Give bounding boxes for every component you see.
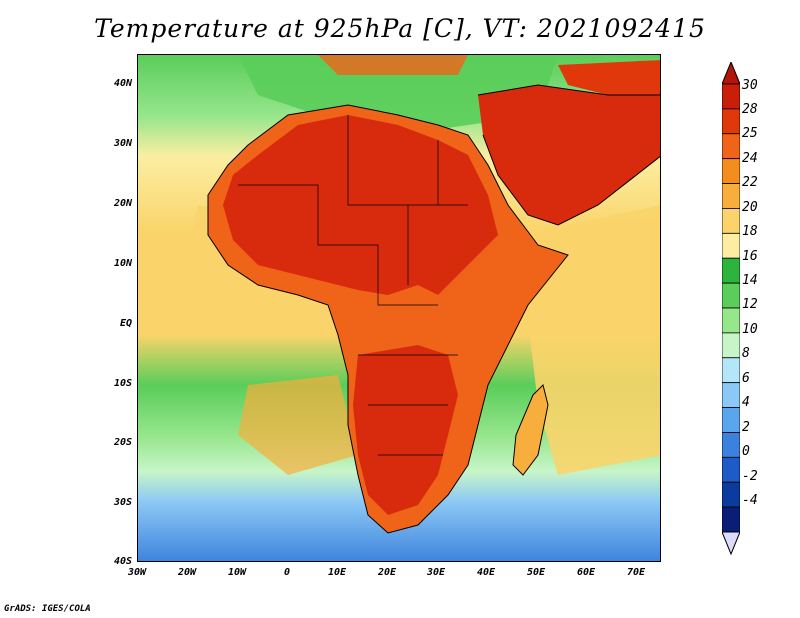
colorbar-box bbox=[722, 432, 740, 458]
cb-label-8: 8 bbox=[742, 346, 750, 361]
iran-warm bbox=[558, 60, 660, 95]
cb-label-28: 28 bbox=[742, 102, 758, 117]
x-label-10w: 10W bbox=[227, 567, 247, 578]
cb-label-neg2: -2 bbox=[742, 469, 758, 484]
y-label-10s: 10S bbox=[113, 378, 132, 389]
y-label-40n: 40N bbox=[113, 78, 132, 89]
cb-label-12: 12 bbox=[742, 297, 758, 312]
x-label-10e: 10E bbox=[327, 567, 347, 578]
x-label-40e: 40E bbox=[476, 567, 496, 578]
arabia-hot bbox=[478, 85, 660, 225]
arabia-coastline bbox=[477, 84, 660, 226]
colorbar-box bbox=[722, 232, 740, 259]
colorbar-box bbox=[722, 208, 740, 234]
y-label-30s: 30S bbox=[113, 497, 132, 508]
madagascar bbox=[512, 384, 549, 476]
colorbar-boxes bbox=[722, 83, 740, 533]
x-label-0: 0 bbox=[283, 567, 291, 578]
colorbar bbox=[722, 62, 740, 556]
x-label-70e: 70E bbox=[626, 567, 646, 578]
southern-africa-hot bbox=[353, 345, 458, 515]
x-label-50e: 50E bbox=[526, 567, 546, 578]
colorbar-box bbox=[722, 108, 740, 135]
country-borders bbox=[238, 115, 468, 456]
cb-label-22: 22 bbox=[742, 175, 758, 190]
y-label-20n: 20N bbox=[113, 198, 132, 209]
colorbar-box bbox=[722, 183, 740, 209]
colorbar-bottom-arrow bbox=[722, 531, 740, 556]
y-label-10n: 10N bbox=[113, 258, 132, 269]
y-label-eq: EQ bbox=[119, 318, 132, 329]
y-label-20s: 20S bbox=[113, 437, 132, 448]
cb-label-30: 30 bbox=[742, 78, 758, 93]
colorbar-box bbox=[722, 282, 740, 309]
cb-label-2: 2 bbox=[742, 420, 750, 435]
colorbar-box bbox=[722, 506, 740, 533]
iberia-field bbox=[318, 55, 468, 75]
cb-label-10: 10 bbox=[742, 322, 758, 337]
colorbar-box bbox=[722, 407, 740, 433]
temperature-map bbox=[137, 54, 661, 562]
colorbar-box bbox=[722, 332, 740, 359]
cb-label-16: 16 bbox=[742, 249, 758, 264]
y-label-40s: 40S bbox=[113, 556, 132, 567]
footer-credit: GrADS: IGES/COLA bbox=[4, 604, 91, 614]
colorbar-box bbox=[722, 257, 740, 284]
africa-coastline bbox=[207, 104, 569, 534]
colorbar-box bbox=[722, 456, 740, 483]
colorbar-box bbox=[722, 83, 740, 110]
colorbar-box bbox=[722, 307, 740, 334]
cb-label-4: 4 bbox=[742, 395, 750, 410]
map-canvas bbox=[138, 55, 660, 561]
map-title: Temperature at 925hPa [C], VT: 202109241… bbox=[94, 14, 706, 43]
x-label-20e: 20E bbox=[377, 567, 397, 578]
colorbar-box bbox=[722, 382, 740, 408]
y-label-30n: 30N bbox=[113, 138, 132, 149]
x-label-30w: 30W bbox=[127, 567, 147, 578]
south-atlantic-field bbox=[238, 375, 358, 475]
cb-label-20: 20 bbox=[742, 200, 758, 215]
cb-label-6: 6 bbox=[742, 371, 750, 386]
x-label-60e: 60E bbox=[576, 567, 596, 578]
x-label-30e: 30E bbox=[426, 567, 446, 578]
colorbar-box bbox=[722, 133, 740, 160]
cb-label-25: 25 bbox=[742, 126, 758, 141]
cb-label-18: 18 bbox=[742, 224, 758, 239]
colorbar-box bbox=[722, 481, 740, 508]
cb-label-neg4: -4 bbox=[742, 493, 758, 508]
cb-label-14: 14 bbox=[742, 273, 758, 288]
colorbar-box bbox=[722, 357, 740, 384]
cb-label-24: 24 bbox=[742, 151, 758, 166]
cb-label-0: 0 bbox=[742, 444, 750, 459]
x-label-20w: 20W bbox=[177, 567, 197, 578]
colorbar-top-arrow bbox=[722, 62, 740, 85]
colorbar-box bbox=[722, 158, 740, 184]
